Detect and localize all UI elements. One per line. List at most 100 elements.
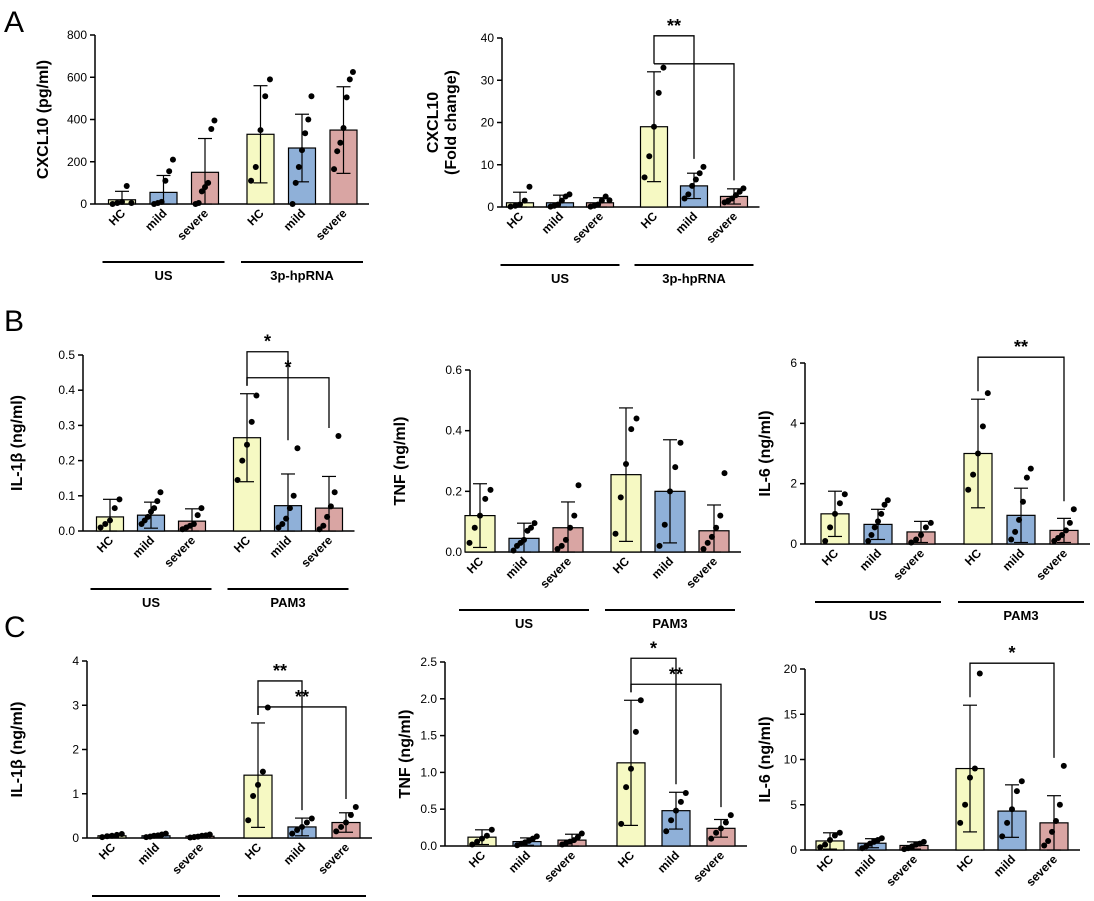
data-point	[290, 492, 297, 499]
data-point	[817, 844, 824, 851]
data-point	[827, 837, 833, 844]
data-point	[250, 792, 257, 799]
y-tick-label: 0.4	[445, 424, 462, 438]
data-point	[295, 164, 302, 171]
data-point	[722, 819, 729, 826]
data-point	[962, 801, 969, 808]
category-label: mild	[851, 852, 878, 879]
data-point	[320, 522, 327, 529]
data-point	[259, 768, 266, 775]
data-point	[717, 512, 724, 519]
data-point	[289, 201, 296, 207]
data-point	[1016, 516, 1023, 523]
y-tick-label: 0.3	[58, 418, 75, 432]
data-point	[1019, 498, 1026, 505]
y-axis-label-line: IL-6 (ng/ml)	[757, 410, 774, 496]
data-point	[154, 498, 161, 505]
data-point	[104, 833, 111, 840]
category-label: HC	[94, 533, 116, 555]
y-tick-label: 6	[790, 356, 797, 370]
group-label: PAM3	[1003, 608, 1038, 623]
category-label: severe	[161, 533, 198, 570]
y-tick-label: 0.1	[58, 489, 75, 503]
data-point	[913, 536, 920, 543]
significance-bracket	[969, 662, 1055, 758]
y-tick-label: 40	[481, 31, 495, 45]
data-point	[696, 170, 703, 177]
data-point	[628, 765, 634, 772]
data-point	[558, 542, 565, 549]
y-tick-label: 600	[67, 70, 87, 84]
significance-label: *	[264, 332, 271, 352]
y-tick-label: 10	[784, 753, 798, 767]
data-point	[286, 505, 293, 512]
y-axis-label-line: IL-1β (ng/ml)	[9, 702, 26, 798]
data-point	[667, 488, 673, 495]
category-label: mild	[281, 840, 308, 867]
data-point	[822, 537, 829, 544]
data-point	[602, 193, 609, 200]
data-point	[466, 539, 473, 546]
data-point	[324, 513, 331, 520]
data-point	[651, 123, 657, 130]
data-point	[713, 829, 720, 836]
category-label: HC	[504, 209, 526, 231]
category-label: severe	[683, 554, 720, 591]
data-point	[253, 392, 260, 399]
data-point	[566, 191, 573, 198]
y-axis-label-line: TNF (ng/ml)	[392, 417, 409, 506]
data-point	[708, 533, 715, 540]
y-axis-label: CXCL10 (pg/ml)	[35, 60, 52, 179]
data-point	[158, 198, 165, 205]
y-tick-label: 0	[790, 537, 797, 551]
category-label: HC	[464, 554, 486, 576]
data-point	[957, 819, 964, 826]
data-point	[482, 495, 489, 502]
category-label: mild	[991, 852, 1018, 879]
y-axis-label: IL-1β (ng/ml)	[9, 395, 26, 491]
y-axis-label-line: CXCL10 (pg/ml)	[35, 60, 52, 179]
data-point	[908, 539, 915, 546]
data-point	[283, 515, 290, 522]
data-point	[99, 834, 106, 841]
y-axis-label-line: TNF (ng/ml)	[397, 710, 414, 799]
chart-4: 0.0 0.2 0.4 0.6 TNF (ng/ml) HC mild severe HC mil…	[392, 363, 741, 631]
data-point	[331, 489, 338, 496]
data-point	[531, 520, 538, 527]
data-point	[151, 505, 158, 512]
data-point	[533, 833, 540, 840]
data-point	[562, 536, 569, 543]
panel-label-b: B	[4, 305, 24, 338]
data-point	[692, 176, 699, 183]
data-point	[474, 838, 481, 845]
category-label: HC	[814, 852, 836, 874]
data-point	[327, 503, 334, 510]
data-point	[109, 201, 116, 207]
y-tick-label: 0.6	[445, 363, 462, 377]
data-point	[1052, 818, 1059, 825]
data-point	[1070, 506, 1077, 513]
y-tick-label: 0	[72, 831, 79, 845]
category-label: HC	[106, 206, 128, 228]
y-axis-label: CXCL10(Fold change)	[425, 70, 460, 175]
data-point	[984, 390, 991, 397]
y-tick-label: 20	[784, 662, 798, 676]
category-label: severe	[298, 533, 335, 570]
y-tick-label: 10	[481, 158, 495, 172]
category-label: severe	[1033, 546, 1070, 583]
data-point	[162, 177, 169, 184]
y-tick-label: 0.0	[420, 839, 437, 853]
category-label: severe	[890, 546, 927, 583]
data-point	[721, 470, 728, 477]
significance-label: **	[273, 661, 287, 681]
group-label: 3p-hpRNA	[662, 271, 726, 286]
data-point	[335, 432, 342, 439]
data-point	[275, 524, 282, 531]
data-point	[299, 823, 305, 830]
data-point	[1066, 519, 1073, 526]
data-point	[239, 457, 246, 464]
y-tick-label: 0	[790, 843, 797, 857]
data-point	[663, 828, 670, 835]
data-point	[521, 197, 528, 204]
